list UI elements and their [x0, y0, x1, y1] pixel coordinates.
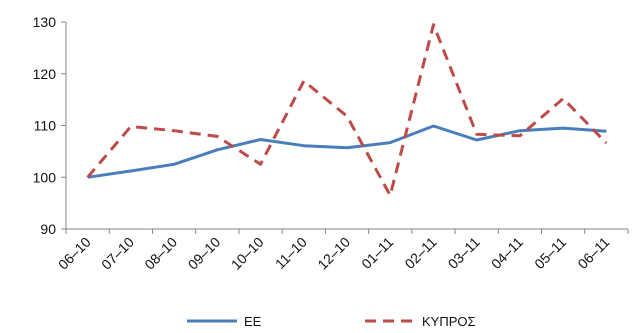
x-tick-label: 01–11 — [358, 234, 396, 272]
x-tick-label: 07–10 — [98, 234, 137, 273]
y-tick-label: 90 — [40, 221, 56, 237]
x-tick-label: 05–11 — [531, 234, 569, 272]
legend: ΕΕ ΚΥΠΡΟΣ — [187, 314, 476, 329]
x-tick-label: 06–11 — [574, 234, 612, 272]
x-tick-label: 09–10 — [185, 234, 224, 273]
legend-label-1: ΕΕ — [244, 314, 262, 329]
series-lines — [86, 23, 608, 197]
x-tick-labels: 06–10 07–10 08–10 09–10 10–10 11–10 12–10 01–11… — [55, 234, 613, 273]
x-tick-label: 03–11 — [445, 234, 483, 272]
y-tick-label: 120 — [33, 66, 57, 82]
x-tick-label: 10–10 — [228, 234, 267, 273]
x-tick-label: 08–10 — [141, 234, 180, 273]
x-tick-label: 04–11 — [488, 234, 526, 272]
x-tick-label: 12–10 — [314, 234, 353, 273]
x-tick-label: 11–10 — [272, 234, 310, 272]
y-tick-labels: 90 100 110 120 130 — [33, 14, 57, 237]
x-tick-label: 02–11 — [401, 234, 439, 272]
y-tick-label: 110 — [34, 118, 57, 134]
y-tick-label: 100 — [33, 169, 57, 185]
legend-label-2: ΚΥΠΡΟΣ — [422, 314, 476, 329]
x-tick-label: 06–10 — [55, 234, 94, 273]
y-tick-label: 130 — [33, 14, 57, 30]
axes — [61, 21, 629, 234]
series-line-2 — [86, 23, 608, 197]
series-line-1 — [87, 124, 607, 179]
